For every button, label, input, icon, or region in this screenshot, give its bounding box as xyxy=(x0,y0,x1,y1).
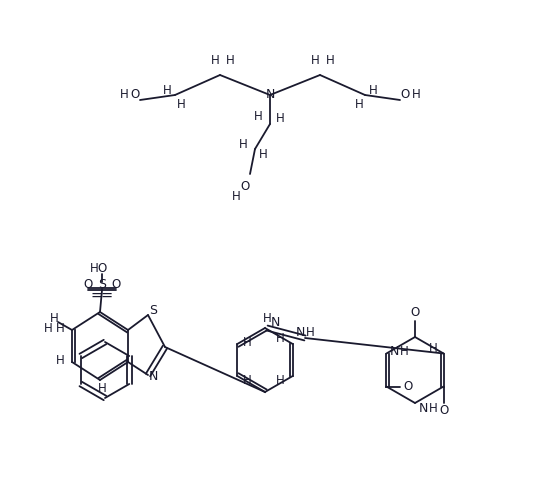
Text: O: O xyxy=(97,261,107,274)
Text: H: H xyxy=(354,99,364,111)
Text: O: O xyxy=(439,404,448,417)
Text: H: H xyxy=(44,321,52,334)
Text: H: H xyxy=(276,375,285,388)
Text: H: H xyxy=(262,312,272,324)
Text: H: H xyxy=(276,333,285,346)
Text: O: O xyxy=(400,89,410,102)
Text: H: H xyxy=(306,327,314,339)
Text: H: H xyxy=(226,55,234,67)
Text: S: S xyxy=(98,278,106,291)
Text: N: N xyxy=(390,345,399,358)
Text: N: N xyxy=(270,316,280,329)
Text: H: H xyxy=(326,55,334,67)
Text: H: H xyxy=(428,402,437,414)
Text: O: O xyxy=(130,89,140,102)
Text: H: H xyxy=(120,89,128,102)
Text: N: N xyxy=(295,326,305,338)
Text: N: N xyxy=(148,370,157,383)
Text: =: = xyxy=(91,287,103,302)
Text: H: H xyxy=(50,312,58,324)
Text: O: O xyxy=(411,306,420,319)
Text: H: H xyxy=(232,190,240,202)
Text: H: H xyxy=(254,109,262,122)
Text: H: H xyxy=(163,85,171,97)
Text: N: N xyxy=(418,402,428,414)
Text: O: O xyxy=(240,180,249,193)
Text: H: H xyxy=(243,375,252,388)
Text: H: H xyxy=(412,89,420,102)
Text: H: H xyxy=(400,345,409,358)
Text: H: H xyxy=(259,148,267,161)
Text: H: H xyxy=(97,381,107,394)
Text: O: O xyxy=(404,380,413,393)
Text: =: = xyxy=(101,287,113,302)
Text: H: H xyxy=(56,321,64,334)
Text: H: H xyxy=(275,112,285,125)
Text: H: H xyxy=(176,99,186,111)
Text: H: H xyxy=(56,353,64,366)
Text: H: H xyxy=(239,137,247,151)
Text: N: N xyxy=(265,89,275,102)
Text: O: O xyxy=(111,278,121,291)
Text: H: H xyxy=(243,335,252,348)
Text: H: H xyxy=(210,55,219,67)
Text: O: O xyxy=(83,278,93,291)
Text: H: H xyxy=(311,55,319,67)
Text: S: S xyxy=(149,304,157,318)
Text: H: H xyxy=(368,85,378,97)
Text: H: H xyxy=(90,261,98,274)
Text: H: H xyxy=(429,342,438,355)
